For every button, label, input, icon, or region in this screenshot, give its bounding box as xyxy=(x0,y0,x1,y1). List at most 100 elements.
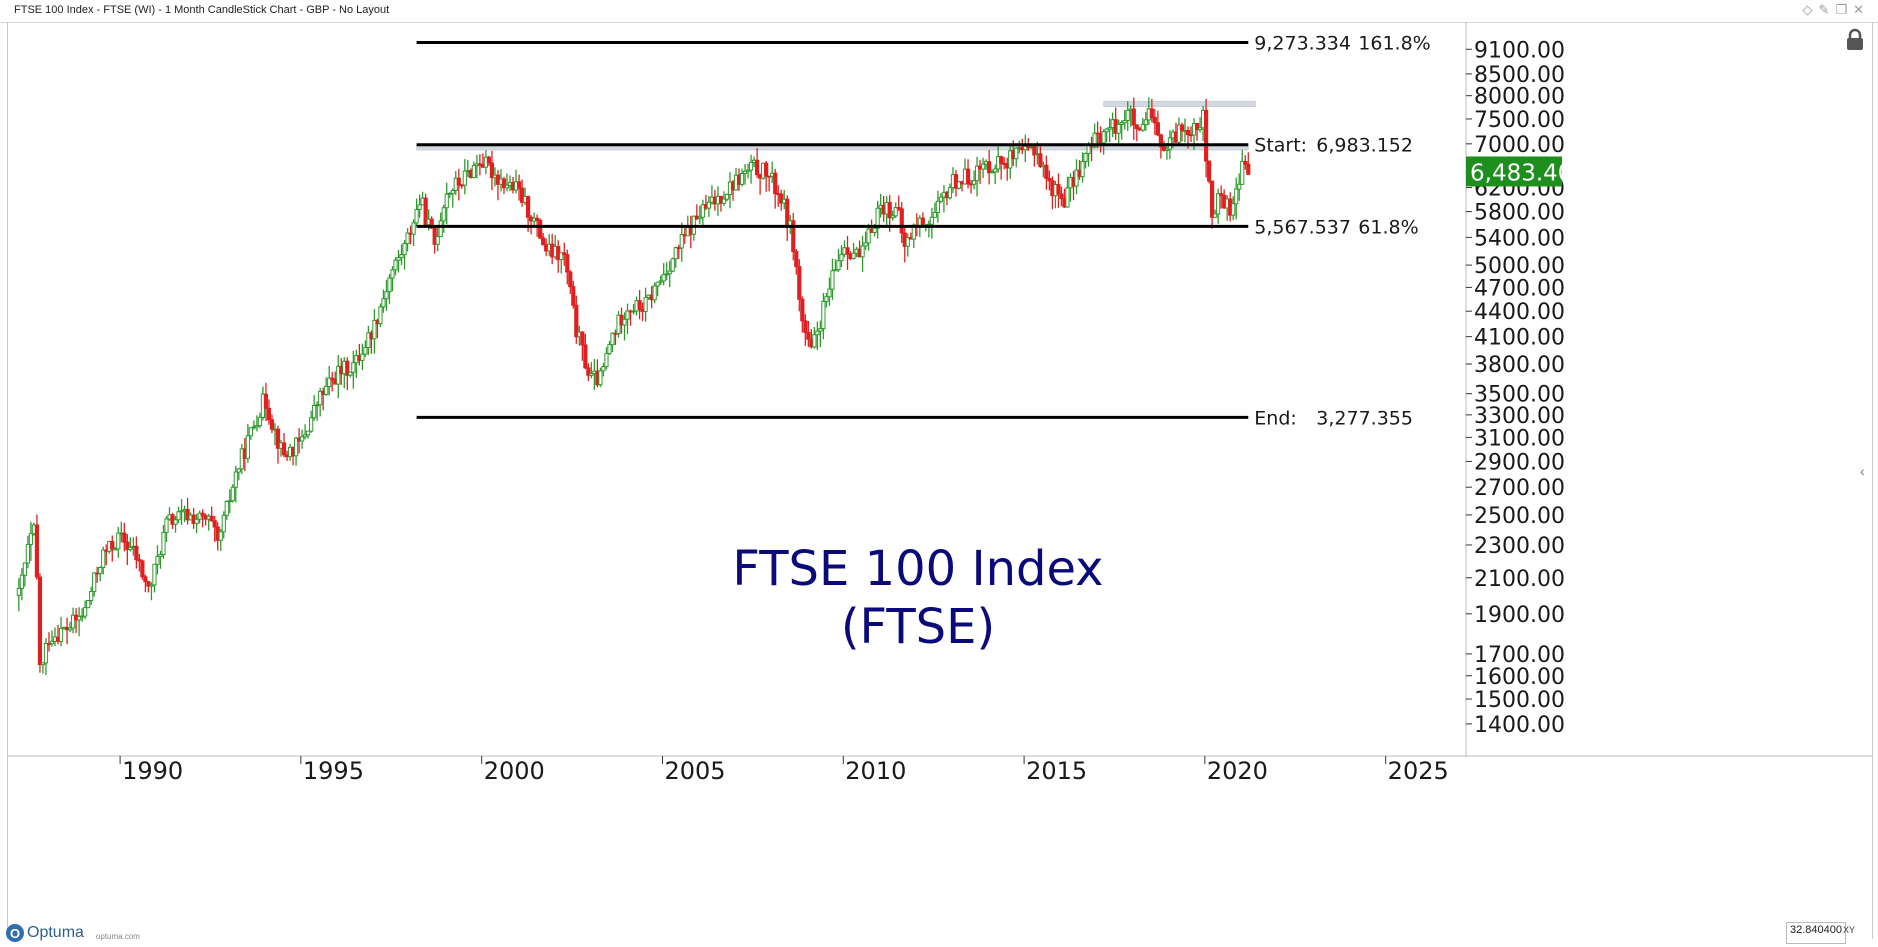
candle-body-322 xyxy=(987,161,992,174)
candle-body-318 xyxy=(974,165,980,182)
candle-body-141 xyxy=(441,207,446,222)
lock-icon[interactable] xyxy=(1844,28,1866,52)
candle-body-195 xyxy=(604,353,609,368)
candle-body-392 xyxy=(1197,127,1203,131)
candle-body-243 xyxy=(748,161,754,171)
candle-body-161 xyxy=(501,178,507,189)
candle-body-110 xyxy=(348,371,353,376)
fib-level-value-1: 6,983.152 xyxy=(1316,135,1413,157)
candle-body-172 xyxy=(535,217,540,221)
candle-body-173 xyxy=(538,219,543,239)
y-tick-label-2: 8000.00 xyxy=(1474,85,1565,110)
chart-title-line-0: FTSE 100 Index xyxy=(732,541,1103,597)
candle-body-399 xyxy=(1219,193,1224,196)
candle-body-8 xyxy=(40,662,46,666)
candle-body-194 xyxy=(601,366,606,372)
candle-body-317 xyxy=(971,180,977,185)
candle-body-46 xyxy=(155,556,160,565)
candle-body-395 xyxy=(1207,160,1212,182)
candle-body-258 xyxy=(794,250,799,268)
candle-body-289 xyxy=(887,202,892,219)
candle-body-331 xyxy=(1014,147,1019,160)
candle-body-315 xyxy=(965,168,971,185)
pin-icon[interactable]: ✎ xyxy=(1818,2,1836,17)
y-tick-label-19: 2300.00 xyxy=(1474,534,1565,559)
candle-body-73 xyxy=(236,468,241,473)
candle-body-78 xyxy=(251,426,256,429)
candle-body-1 xyxy=(19,574,24,589)
candle-body-403 xyxy=(1231,203,1236,216)
window-controls: ◇✎❐✕ xyxy=(1803,2,1870,18)
candle-body-148 xyxy=(462,170,467,186)
candle-body-329 xyxy=(1008,150,1013,169)
candle-body-245 xyxy=(755,159,760,176)
candle-body-68 xyxy=(221,514,226,533)
candle-body-368 xyxy=(1125,109,1130,122)
candle-body-126 xyxy=(396,257,401,261)
candle-body-190 xyxy=(589,373,594,376)
candle-body-306 xyxy=(938,196,944,202)
candle-body-366 xyxy=(1119,122,1124,125)
candle-body-212 xyxy=(655,281,660,287)
candle-body-6 xyxy=(34,524,40,578)
candle-body-45 xyxy=(152,563,157,586)
candle-body-386 xyxy=(1179,124,1185,131)
candle-body-183 xyxy=(568,271,573,288)
y-tick-label-16: 2900.00 xyxy=(1474,450,1565,475)
candle-body-305 xyxy=(935,200,941,213)
candle-body-33 xyxy=(116,532,121,550)
candle-body-27 xyxy=(98,567,103,574)
candle-body-323 xyxy=(990,171,995,174)
last-price-badge xyxy=(1466,156,1562,187)
y-tick-label-1: 8500.00 xyxy=(1474,63,1565,88)
candle-body-97 xyxy=(309,417,314,432)
last-price-label: 6,483.40 xyxy=(1470,160,1572,186)
candle-body-76 xyxy=(245,435,250,459)
restore-icon[interactable]: ❐ xyxy=(1835,2,1854,17)
candle-body-47 xyxy=(158,554,163,558)
candle-body-167 xyxy=(519,187,525,203)
candle-body-257 xyxy=(791,220,796,252)
candle-body-104 xyxy=(330,377,335,381)
candle-body-84 xyxy=(269,419,275,430)
candle-body-35 xyxy=(122,532,127,543)
fib-level-pct-2: 61.8% xyxy=(1358,216,1418,238)
candle-body-115 xyxy=(363,346,368,355)
candle-body-79 xyxy=(254,425,259,428)
candle-body-39 xyxy=(134,545,139,561)
candle-body-94 xyxy=(299,436,305,442)
chart-frame[interactable]: 9,273.334 161.8% Start: 6,983.152 5,567.537 6… xyxy=(7,22,1873,939)
candle-body-7 xyxy=(37,576,43,666)
candle-body-357 xyxy=(1092,132,1097,148)
candle-body-214 xyxy=(661,274,666,282)
y-tick-label-7: 5400.00 xyxy=(1474,226,1565,251)
candle-body-397 xyxy=(1213,213,1218,218)
candle-body-273 xyxy=(839,253,844,262)
candle-body-398 xyxy=(1216,193,1221,215)
candle-body-408 xyxy=(1246,163,1251,175)
candle-body-391 xyxy=(1194,122,1200,131)
candle-body-0 xyxy=(16,587,21,596)
readout-mode-label[interactable]: XY xyxy=(1843,925,1856,935)
candle-body-362 xyxy=(1107,127,1112,130)
candle-body-394 xyxy=(1203,109,1209,162)
collapse-panel-icon[interactable]: ‹ xyxy=(1860,463,1865,479)
close-icon[interactable]: ✕ xyxy=(1853,2,1870,17)
diamond-icon[interactable]: ◇ xyxy=(1802,2,1819,17)
candle-body-260 xyxy=(800,298,805,322)
candle-body-36 xyxy=(125,541,130,551)
candle-body-162 xyxy=(504,184,510,189)
candlestick-chart[interactable]: 9,273.334 161.8% Start: 6,983.152 5,567.537 6… xyxy=(8,22,1872,939)
candle-body-354 xyxy=(1083,153,1088,163)
x-tick-label-0: 1990 xyxy=(122,757,183,785)
candle-body-280 xyxy=(860,245,865,258)
candle-body-206 xyxy=(637,300,642,310)
candle-body-196 xyxy=(607,344,612,355)
candle-body-54 xyxy=(179,510,184,513)
candle-body-261 xyxy=(803,320,808,333)
candle-body-373 xyxy=(1140,123,1145,131)
candle-body-272 xyxy=(836,260,841,271)
y-tick-label-25: 1400.00 xyxy=(1474,713,1565,738)
candle-body-229 xyxy=(706,201,711,209)
y-tick-label-23: 1600.00 xyxy=(1474,665,1565,690)
